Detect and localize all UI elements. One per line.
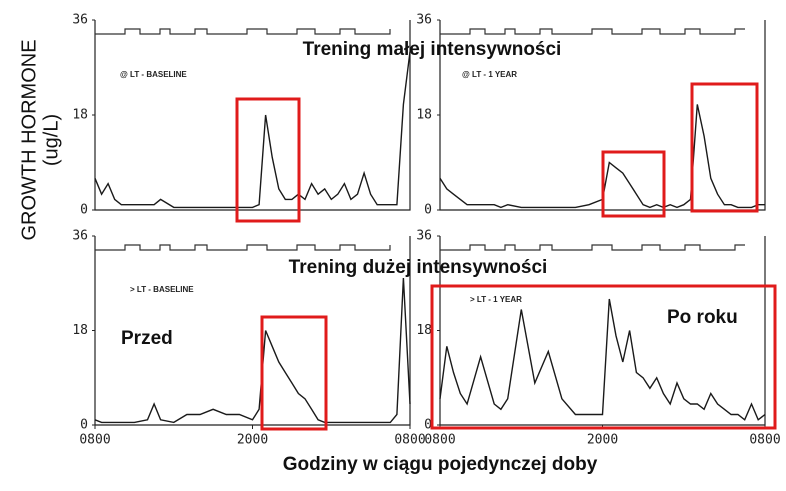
annotation: Trening małej intensywności (303, 39, 562, 60)
y-tick-label: 36 (72, 13, 88, 28)
annotation: Po roku (667, 307, 738, 328)
y-tick-label: 0 (424, 203, 432, 218)
y-tick-label: 36 (416, 229, 432, 244)
y-axis-label: GROWTH HORMONE (18, 39, 40, 240)
x-axis-label: Godziny w ciągu pojedynczej doby (283, 454, 598, 475)
y-tick-label: 18 (416, 108, 432, 123)
annotation: Trening dużej intensywności (289, 257, 548, 278)
x-tick-label: 0800 (424, 433, 455, 448)
activity-trace (440, 244, 745, 251)
hormone-line (94, 277, 411, 424)
x-tick-label: 2000 (587, 433, 618, 448)
hormone-line (94, 51, 411, 209)
activity-trace (440, 28, 745, 35)
hormone-line (439, 104, 765, 209)
highlight-box (430, 284, 777, 430)
y-tick-label: 0 (80, 203, 88, 218)
x-tick-label: 2000 (237, 433, 268, 448)
hormone-line (439, 298, 766, 421)
annotation: Przed (121, 328, 173, 349)
y-tick-label: 18 (72, 108, 88, 123)
panel-title: @ LT - BASELINE (120, 70, 187, 79)
panel-title: @ LT - 1 YEAR (462, 70, 517, 79)
y-tick-label: 0 (424, 418, 432, 433)
highlight-box (601, 150, 666, 218)
y-tick-label: 18 (416, 323, 432, 338)
y-tick-label: 36 (72, 229, 88, 244)
activity-trace (95, 244, 391, 251)
x-tick-label: 0800 (749, 433, 780, 448)
highlight-box (690, 82, 759, 213)
panel-title: > LT - BASELINE (130, 285, 194, 294)
highlight-box (260, 315, 328, 431)
y-tick-label: 18 (72, 323, 88, 338)
x-tick-label: 0800 (394, 433, 425, 448)
y-tick-label: 0 (80, 418, 88, 433)
activity-trace (95, 28, 391, 35)
highlight-box (235, 97, 301, 223)
y-tick-label: 36 (416, 13, 432, 28)
x-tick-label: 0800 (79, 433, 110, 448)
panel-title: > LT - 1 YEAR (470, 295, 522, 304)
y-axis-unit: (ug/L) (40, 114, 62, 166)
